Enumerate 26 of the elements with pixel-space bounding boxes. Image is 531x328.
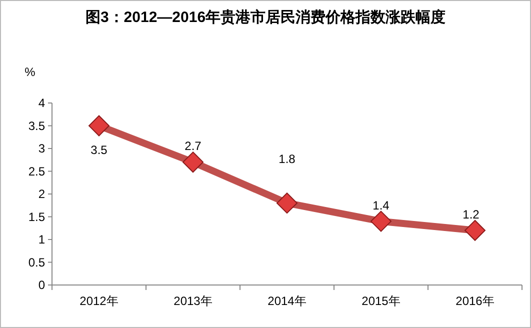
y-tick-label: 0 — [38, 278, 46, 292]
y-tick-label: 4 — [38, 96, 46, 110]
data-label: 1.8 — [278, 152, 296, 166]
y-tick-label: 2 — [38, 187, 46, 201]
point — [182, 152, 204, 173]
data-label: 1.4 — [372, 198, 390, 212]
point — [464, 220, 486, 241]
point — [276, 192, 298, 214]
data-label: 1.2 — [462, 207, 480, 222]
x-tick-label: 2012年 — [80, 294, 118, 308]
x-tick-label: 2016年 — [456, 294, 494, 308]
y-tick-label: 3 — [38, 142, 46, 156]
y-axis-title: % — [24, 65, 36, 79]
y-tick-label: 0.5 — [28, 255, 46, 270]
y-tick-label: 2.5 — [28, 164, 46, 178]
point — [370, 210, 392, 232]
x-tick-label: 2015年 — [362, 294, 400, 308]
x-tick-label: 2014年 — [268, 294, 306, 308]
y-tick-label: 1 — [38, 232, 46, 246]
data-label: 3.5 — [90, 142, 108, 157]
point — [88, 115, 110, 136]
y-tick-label: 3.5 — [28, 118, 46, 133]
chart-title: 图3：2012—2016年贵港市居民消费价格指数涨跌幅度 — [85, 8, 446, 26]
data-label: 2.7 — [184, 139, 202, 154]
y-tick-label: 1.5 — [28, 210, 46, 224]
x-tick-label: 2013年 — [174, 294, 212, 308]
